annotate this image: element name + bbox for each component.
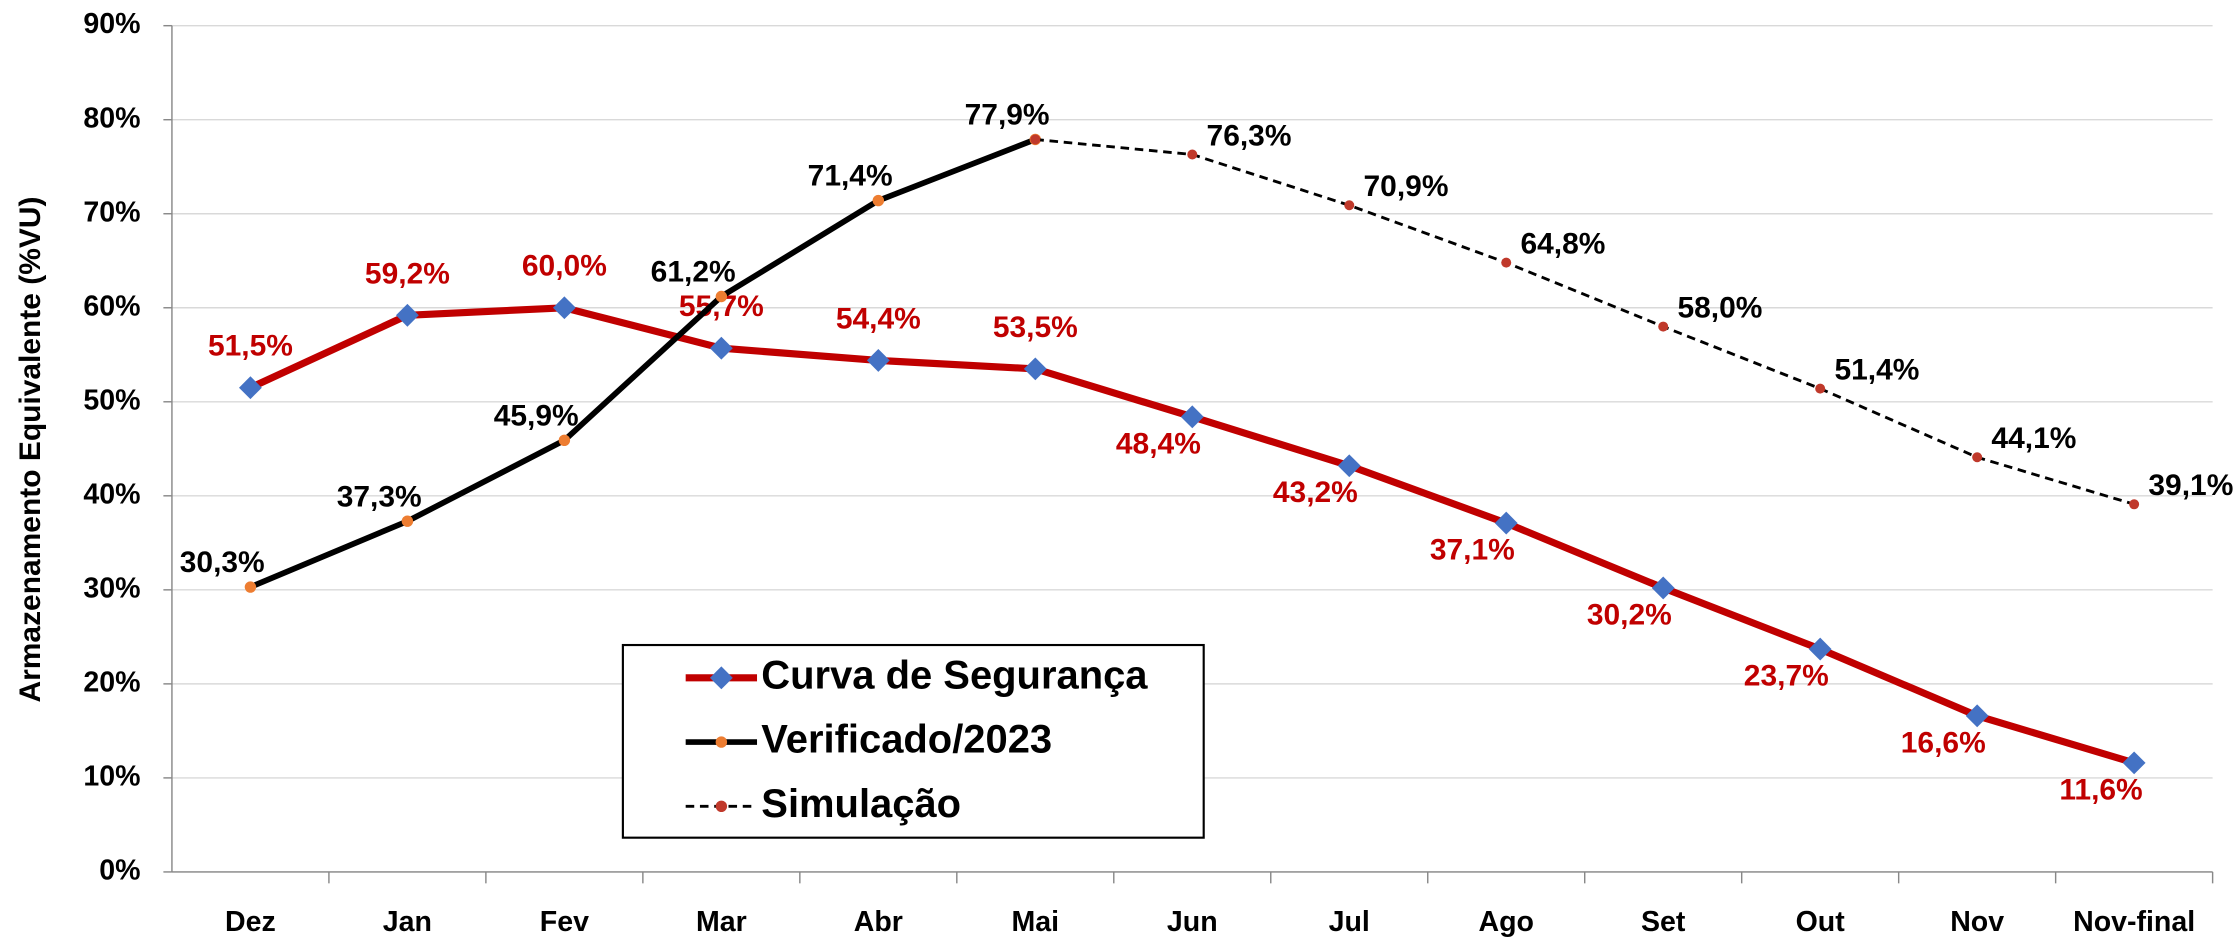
x-tick-label: Ago xyxy=(1478,906,1533,938)
data-label: 53,5% xyxy=(993,311,1078,344)
marker xyxy=(1494,511,1518,535)
marker xyxy=(1337,454,1361,478)
series-line xyxy=(249,136,1037,590)
marker xyxy=(1965,704,1989,728)
legend-marker xyxy=(715,800,728,812)
data-label: 59,2% xyxy=(365,257,450,290)
data-label: 51,4% xyxy=(1834,353,1919,386)
data-label: 58,0% xyxy=(1677,291,1762,324)
marker xyxy=(1815,383,1826,394)
data-label: 60,0% xyxy=(522,250,607,283)
y-tick-label: 70% xyxy=(83,196,140,228)
marker xyxy=(1808,637,1832,661)
y-tick-label: 0% xyxy=(99,854,140,886)
x-tick-label: Jan xyxy=(383,906,432,938)
legend-label: Curva de Segurança xyxy=(761,653,1148,697)
series-line xyxy=(1035,138,2135,506)
y-tick-label: 60% xyxy=(83,290,140,322)
marker xyxy=(395,303,419,327)
y-tick-label: 30% xyxy=(83,572,140,604)
data-label: 30,2% xyxy=(1587,598,1672,631)
data-label: 64,8% xyxy=(1521,227,1606,260)
data-label: 30,3% xyxy=(180,546,265,579)
x-tick-label: Dez xyxy=(225,906,276,938)
marker xyxy=(2129,499,2140,510)
marker xyxy=(1658,321,1669,332)
marker xyxy=(709,336,733,360)
marker xyxy=(552,296,576,320)
data-label: 37,3% xyxy=(337,480,422,513)
marker xyxy=(1651,576,1675,600)
data-label: 76,3% xyxy=(1207,119,1292,152)
legend-label: Simulação xyxy=(761,782,961,826)
x-tick-label: Mar xyxy=(696,906,747,938)
data-label: 48,4% xyxy=(1116,427,1201,460)
y-tick-label: 40% xyxy=(83,478,140,510)
x-tick-label: Nov xyxy=(1950,906,2004,938)
x-tick-label: Mai xyxy=(1012,906,1060,938)
data-label: 16,6% xyxy=(1901,726,1986,759)
data-label: 37,1% xyxy=(1430,534,1515,567)
marker xyxy=(1180,405,1204,429)
x-tick-label: Set xyxy=(1641,906,1686,938)
marker xyxy=(715,290,728,303)
marker xyxy=(558,434,571,447)
data-label: 77,9% xyxy=(965,99,1050,132)
x-tick-label: Jun xyxy=(1167,906,1218,938)
marker xyxy=(1344,200,1355,211)
y-tick-label: 90% xyxy=(83,8,140,40)
data-label: 45,9% xyxy=(494,399,579,432)
x-tick-label: Nov-final xyxy=(2073,906,2195,938)
marker xyxy=(2122,751,2146,775)
marker xyxy=(1187,149,1198,160)
data-label: 44,1% xyxy=(1991,422,2076,455)
y-tick-label: 10% xyxy=(83,760,140,792)
marker xyxy=(872,194,885,207)
marker xyxy=(1972,452,1983,463)
legend-marker xyxy=(715,736,728,748)
data-label: 51,5% xyxy=(208,330,293,363)
legend-label: Verificado/2023 xyxy=(761,718,1052,762)
x-tick-label: Fev xyxy=(540,906,589,938)
marker xyxy=(401,515,414,527)
x-tick-label: Jul xyxy=(1329,906,1370,938)
data-label: 23,7% xyxy=(1744,660,1829,693)
data-label: 71,4% xyxy=(808,160,893,193)
marker xyxy=(239,376,262,400)
x-tick-label: Abr xyxy=(854,906,903,938)
marker xyxy=(866,349,890,372)
y-tick-label: 80% xyxy=(83,102,140,134)
data-label: 39,1% xyxy=(2148,469,2233,502)
data-label: 54,4% xyxy=(836,302,921,335)
marker xyxy=(244,581,257,593)
y-tick-label: 50% xyxy=(83,384,140,416)
marker xyxy=(1030,134,1041,145)
y-tick-label: 20% xyxy=(83,666,140,698)
data-label: 43,2% xyxy=(1273,476,1358,509)
x-tick-label: Out xyxy=(1796,906,1846,938)
data-label: 70,9% xyxy=(1364,170,1449,203)
y-axis-title: Armazenamento Equivalente (%VU) xyxy=(14,197,47,703)
marker xyxy=(1023,357,1047,381)
marker xyxy=(1501,257,1512,268)
data-label: 11,6% xyxy=(2059,773,2142,806)
data-label: 61,2% xyxy=(651,256,736,289)
